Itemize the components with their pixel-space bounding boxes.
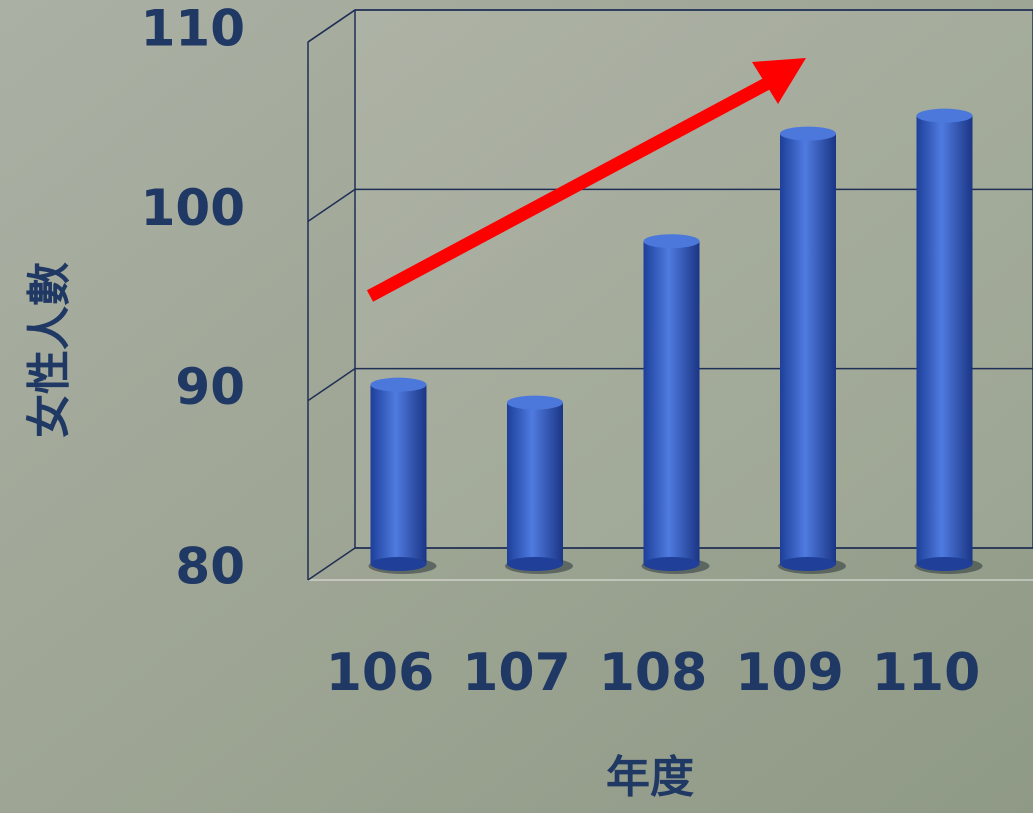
x-axis-title: 年度 <box>606 752 694 803</box>
bar-bottom <box>916 557 973 571</box>
bar-bottom <box>780 557 836 571</box>
bar-bottom <box>643 557 700 571</box>
x-tick-label: 110 <box>872 643 981 703</box>
bar-bottom <box>507 557 563 571</box>
tick-mark <box>307 9 356 43</box>
y-tick-label: 110 <box>141 0 245 58</box>
trend-arrow <box>366 76 774 302</box>
bar-top <box>916 108 973 123</box>
bar <box>643 241 700 564</box>
y-tick-label: 90 <box>175 358 245 416</box>
x-tick-label: 108 <box>599 643 708 703</box>
x-tick-label: 109 <box>735 643 844 703</box>
bar <box>507 402 563 564</box>
bar-top <box>370 377 427 392</box>
bar-bottom <box>370 557 427 571</box>
bar-top <box>780 126 836 141</box>
bar-top <box>643 234 700 249</box>
trend-arrow-head <box>752 58 806 104</box>
y-tick-label: 100 <box>141 179 245 237</box>
bar <box>916 115 973 565</box>
bar-top <box>507 395 563 410</box>
tick-mark <box>307 547 356 581</box>
bar <box>780 133 836 564</box>
y-tick-label: 80 <box>175 538 245 596</box>
bar <box>370 384 427 564</box>
x-tick-label: 107 <box>462 643 571 703</box>
tick-mark <box>307 188 356 222</box>
y-axis-title: 女性人數 <box>24 262 75 438</box>
tick-mark <box>307 368 356 402</box>
x-tick-label: 106 <box>326 643 435 703</box>
